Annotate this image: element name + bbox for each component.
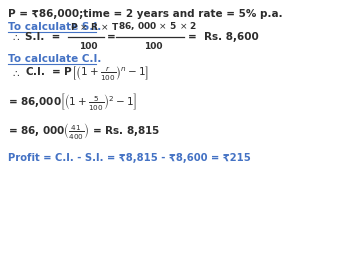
- Text: = 86, 000$\left(\frac{41}{400}\right)$ = Rs. 8,815: = 86, 000$\left(\frac{41}{400}\right)$ =…: [8, 121, 160, 141]
- Text: To calculate S.I.: To calculate S.I.: [8, 22, 101, 32]
- Text: 86, 000 $\times$ 5 $\times$ 2: 86, 000 $\times$ 5 $\times$ 2: [118, 20, 197, 32]
- Text: P = ₹86,000;time = 2 years and rate = 5% p.a.: P = ₹86,000;time = 2 years and rate = 5%…: [8, 9, 283, 19]
- Text: P $\times$ R $\times$ T: P $\times$ R $\times$ T: [70, 21, 119, 32]
- Text: =  Rs. 8,600: = Rs. 8,600: [188, 32, 259, 42]
- Text: Profit = C.I. - S.I. = ₹8,815 - ₹8,600 = ₹215: Profit = C.I. - S.I. = ₹8,815 - ₹8,600 =…: [8, 153, 251, 163]
- Text: S.I.  =: S.I. =: [25, 32, 61, 42]
- Text: =: =: [107, 32, 116, 42]
- Text: $\therefore$: $\therefore$: [10, 32, 20, 42]
- Text: $\therefore$: $\therefore$: [10, 68, 20, 78]
- Text: = 86,000$\left[\left(1+\frac{5}{100}\right)^{2}-1\right]$: = 86,000$\left[\left(1+\frac{5}{100}\rig…: [8, 91, 137, 111]
- Text: To calculate C.I.: To calculate C.I.: [8, 54, 101, 64]
- Text: C.I.  = P$\left[\left(1+\frac{r}{100}\right)^{n}-1\right]$: C.I. = P$\left[\left(1+\frac{r}{100}\rig…: [25, 64, 149, 82]
- Text: 100: 100: [144, 42, 163, 51]
- Text: 100: 100: [79, 42, 98, 51]
